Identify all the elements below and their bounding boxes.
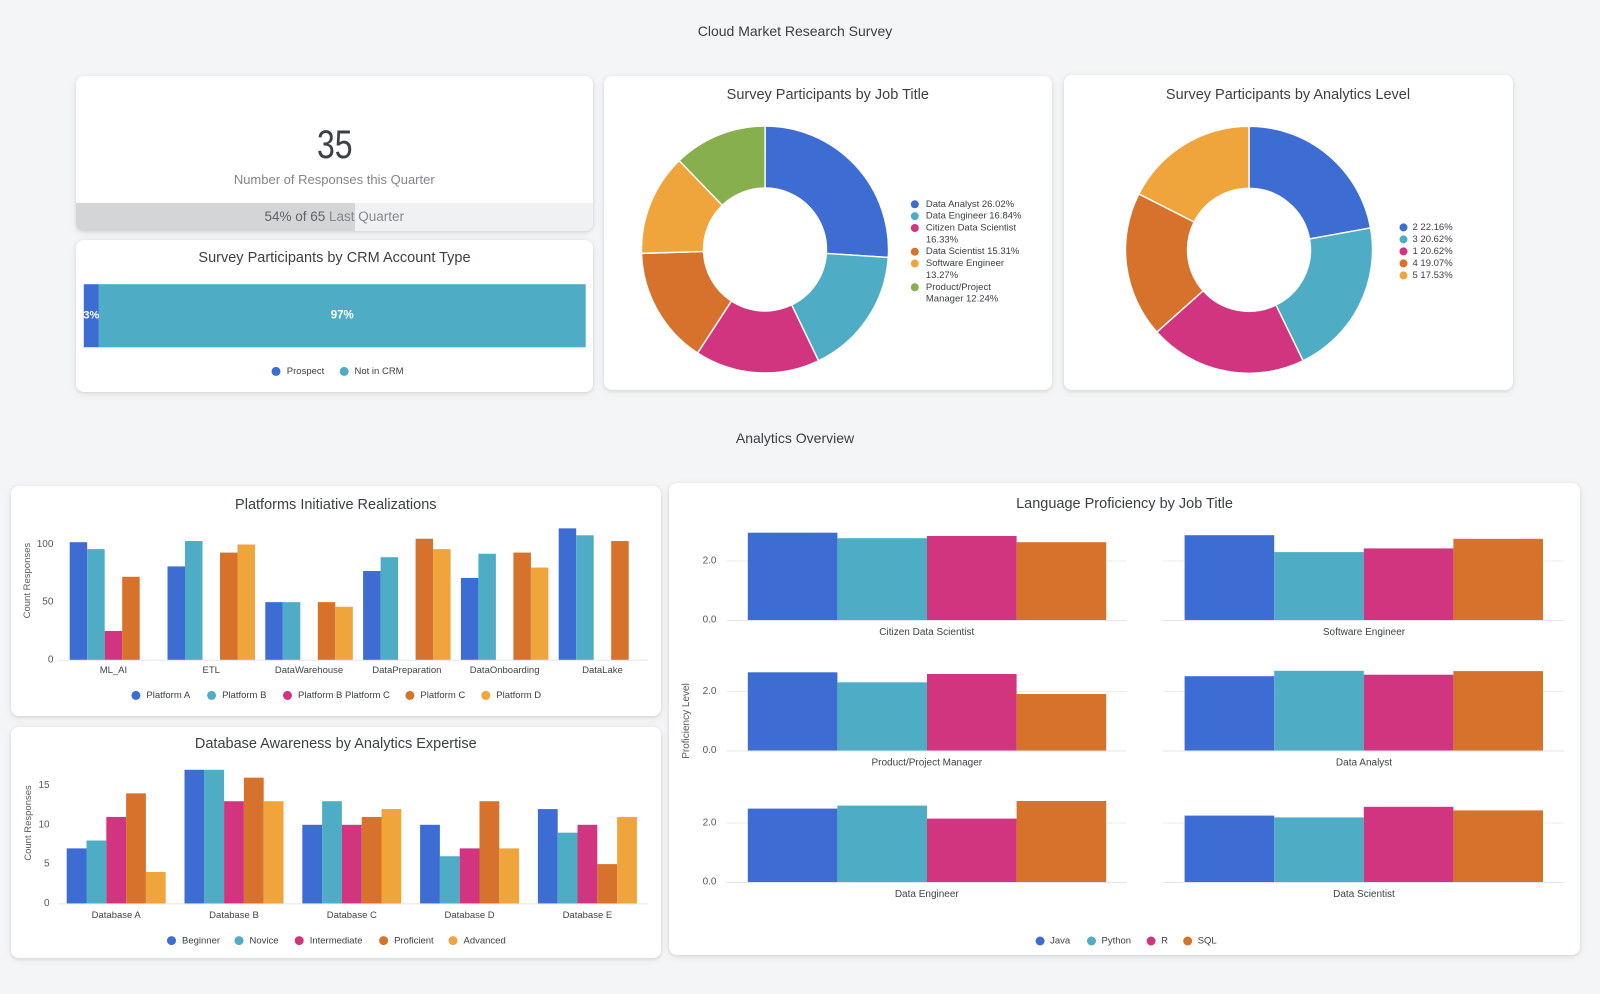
svg-text:5: 5 [44, 859, 50, 870]
svg-text:50: 50 [42, 597, 54, 608]
svg-text:Java: Java [1050, 936, 1071, 947]
svg-text:DataLake: DataLake [582, 665, 623, 676]
svg-text:4 19.07%: 4 19.07% [1413, 258, 1454, 269]
svg-text:Database A: Database A [92, 910, 142, 921]
svg-text:Proficiency Level: Proficiency Level [681, 683, 692, 759]
svg-text:Platform B: Platform B [222, 690, 266, 701]
svg-text:Count Responses: Count Responses [22, 543, 33, 619]
svg-text:5 17.53%: 5 17.53% [1413, 270, 1454, 281]
svg-text:Database E: Database E [563, 910, 613, 921]
svg-text:Citizen Data Scientist: Citizen Data Scientist [926, 223, 1017, 234]
svg-text:13.27%: 13.27% [926, 270, 959, 281]
svg-text:Product/Project Manager: Product/Project Manager [871, 757, 982, 768]
svg-text:Data Engineer 16.84%: Data Engineer 16.84% [926, 211, 1022, 222]
svg-text:R: R [1161, 936, 1168, 947]
svg-text:SQL: SQL [1198, 936, 1217, 947]
svg-text:Citizen Data Scientist: Citizen Data Scientist [879, 627, 974, 638]
svg-text:2.0: 2.0 [703, 686, 717, 697]
svg-text:Python: Python [1102, 936, 1132, 947]
svg-text:Software Engineer: Software Engineer [926, 258, 1004, 269]
svg-text:0: 0 [44, 898, 50, 909]
svg-text:Software Engineer: Software Engineer [1323, 627, 1406, 638]
svg-text:0.0: 0.0 [703, 745, 717, 756]
svg-text:Platform C: Platform C [420, 690, 465, 701]
svg-text:Beginner: Beginner [182, 935, 220, 946]
svg-text:Platform B Platform C: Platform B Platform C [298, 690, 390, 701]
svg-text:Product/Project: Product/Project [926, 282, 991, 293]
svg-text:Data Engineer: Data Engineer [895, 889, 960, 900]
svg-text:DataPreparation: DataPreparation [372, 665, 441, 676]
svg-text:Data Analyst: Data Analyst [1336, 757, 1392, 768]
svg-text:ML_AI: ML_AI [100, 665, 127, 676]
svg-text:Not in CRM: Not in CRM [355, 366, 404, 377]
svg-text:3 20.62%: 3 20.62% [1413, 234, 1454, 245]
svg-text:97%: 97% [331, 310, 354, 322]
svg-text:Count Responses: Count Responses [23, 785, 34, 861]
svg-text:Advanced: Advanced [464, 935, 506, 946]
svg-text:DataWarehouse: DataWarehouse [275, 665, 343, 676]
svg-text:2.0: 2.0 [703, 556, 717, 567]
svg-text:Prospect: Prospect [287, 366, 325, 377]
svg-text:ETL: ETL [203, 665, 220, 676]
svg-text:Novice: Novice [250, 935, 279, 946]
svg-text:Platform A: Platform A [146, 690, 190, 701]
svg-text:Platform D: Platform D [496, 690, 541, 701]
svg-text:Database C: Database C [327, 910, 377, 921]
svg-text:2.0: 2.0 [703, 818, 717, 829]
svg-text:DataOnboarding: DataOnboarding [470, 665, 540, 676]
svg-text:2 22.16%: 2 22.16% [1413, 222, 1454, 233]
svg-text:Manager 12.24%: Manager 12.24% [926, 294, 999, 305]
svg-text:Database B: Database B [209, 910, 259, 921]
svg-text:Proficient: Proficient [394, 935, 434, 946]
svg-text:Database D: Database D [445, 910, 495, 921]
svg-text:3%: 3% [83, 310, 99, 322]
svg-text:10: 10 [38, 819, 50, 830]
svg-text:15: 15 [38, 780, 50, 791]
svg-text:0.0: 0.0 [703, 877, 717, 888]
svg-text:16.33%: 16.33% [926, 234, 959, 245]
svg-text:0.0: 0.0 [703, 615, 717, 626]
svg-text:Data Analyst 26.02%: Data Analyst 26.02% [926, 199, 1015, 210]
svg-text:0: 0 [48, 654, 54, 665]
svg-text:Data Scientist 15.31%: Data Scientist 15.31% [926, 246, 1020, 257]
svg-text:100: 100 [37, 539, 54, 550]
svg-text:1 20.62%: 1 20.62% [1413, 246, 1454, 257]
svg-text:Data Scientist: Data Scientist [1333, 889, 1395, 900]
svg-text:Intermediate: Intermediate [310, 935, 363, 946]
